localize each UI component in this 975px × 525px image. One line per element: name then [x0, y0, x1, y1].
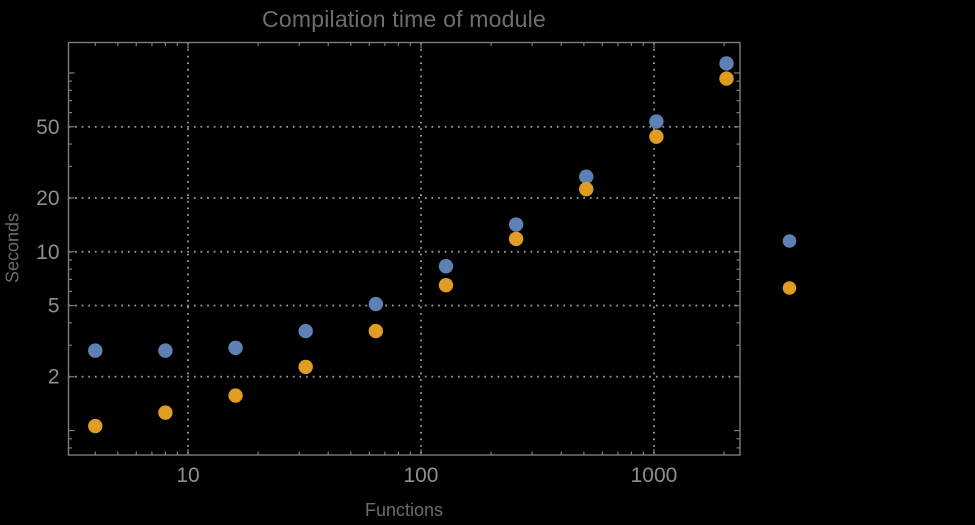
y-axis-label: Seconds — [2, 212, 23, 284]
x-tick-label: 10 — [176, 464, 199, 487]
data-point-series-2 — [298, 359, 313, 375]
y-tick-label: 50 — [36, 116, 59, 139]
data-point-series-2 — [719, 71, 734, 86]
data-point-series-1 — [298, 323, 313, 339]
data-point-series-2 — [438, 278, 454, 293]
data-point-series-1 — [649, 114, 664, 129]
plot-frame — [67, 41, 741, 456]
x-tick-label: 100 — [403, 464, 438, 487]
x-axis-label: Functions — [364, 500, 444, 520]
data-point-series-1 — [508, 217, 524, 232]
data-point-series-2 — [88, 418, 103, 434]
data-point-series-2 — [368, 323, 384, 339]
data-point-series-1 — [579, 169, 594, 184]
data-point-series-1 — [158, 343, 173, 358]
y-tick-label: 10 — [36, 241, 59, 264]
y-tick-label: 2 — [48, 366, 60, 389]
legend-marker-series-1 — [782, 234, 797, 248]
data-point-series-1 — [438, 259, 454, 274]
legend-marker-series-2 — [782, 281, 797, 295]
y-tick-label: 5 — [48, 295, 60, 318]
data-point-series-2 — [158, 405, 173, 420]
data-point-series-2 — [649, 129, 664, 144]
data-point-series-1 — [228, 340, 243, 356]
data-point-series-2 — [508, 231, 524, 247]
data-point-series-2 — [228, 388, 243, 403]
data-point-series-1 — [368, 296, 384, 312]
data-point-series-1 — [719, 56, 734, 71]
data-point-series-1 — [88, 343, 103, 358]
x-tick-label: 1000 — [631, 464, 678, 487]
y-tick-label: 20 — [36, 187, 59, 210]
chart-title: Compilation time of module — [262, 6, 546, 32]
data-point-series-2 — [579, 181, 594, 197]
